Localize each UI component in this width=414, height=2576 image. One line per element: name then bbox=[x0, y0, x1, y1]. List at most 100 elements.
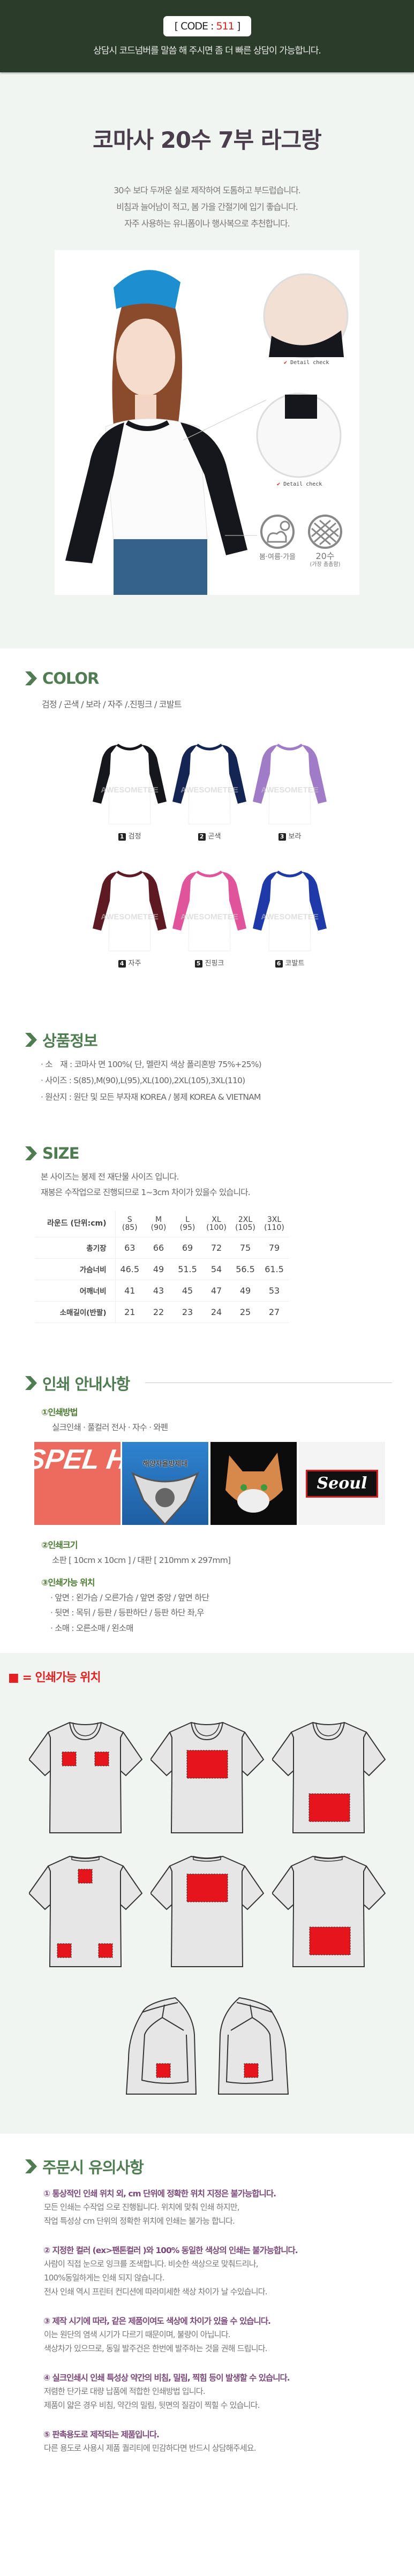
size-row-label: 어깨너비 bbox=[35, 1280, 116, 1302]
silk-print-sample: SPEL HA bbox=[34, 1442, 121, 1525]
notice-line: 색상차가 있으므로, 동일 발주건은 한번에 발주하는 것을 권해 드립니다. bbox=[44, 2344, 267, 2353]
color-label: 6 코발트 bbox=[250, 957, 330, 968]
svg-text:AWESOMETEE: AWESOMETEE bbox=[101, 785, 159, 795]
fabric-weave-icon bbox=[308, 515, 342, 549]
back-center-tee bbox=[149, 1855, 265, 1971]
page-title: 코마사 20수 7부 라그랑 bbox=[93, 127, 322, 153]
code-suffix: ] bbox=[234, 20, 240, 32]
print-method-text: 실크인쇄 · 풀컬러 전사 · 자수 · 와펜 bbox=[52, 1423, 168, 1432]
size-name: 2XL bbox=[238, 1215, 253, 1224]
size-value: 49 bbox=[144, 1258, 173, 1280]
model-photo: ✔ Detail check ✔ Detail check 봄·여름·가을 20… bbox=[55, 250, 359, 595]
size-name: S bbox=[127, 1215, 132, 1224]
print-method-title: ①인쇄방법 bbox=[41, 1407, 78, 1417]
notice-line: 작업 특성상 cm 단위의 정확한 위치에 인쇄는 불가능 합니다. bbox=[44, 2216, 235, 2226]
model-illustration bbox=[65, 270, 349, 595]
yarn-note: (가장 촘촘함) bbox=[310, 562, 341, 568]
season-label: 봄·여름·가을 bbox=[259, 553, 296, 561]
size-value: 51.5 bbox=[173, 1258, 202, 1280]
notice-line: 저렴한 단가로 대량 납품에 적합한 인쇄방법 입니다. bbox=[44, 2386, 206, 2396]
print-size-title: ②인쇄크기 bbox=[41, 1540, 78, 1550]
info-sizes: · 사이즈 : S(85),M(90),L(95),XL(100),2XL(10… bbox=[41, 1076, 245, 1085]
notice-title: ④ 실크인쇄시 인쇄 특성상 약간의 비침, 밀림, 찍힘 등이 발생할 수 있… bbox=[43, 2373, 290, 2383]
size-row-label: 총기장 bbox=[35, 1237, 116, 1259]
size-value: 25 bbox=[231, 1301, 260, 1323]
size-row: 가슴너비 46.5 49 51.5 54 56.5 61.5 bbox=[35, 1258, 289, 1280]
color-number-badge: 3 bbox=[278, 833, 286, 841]
size-value: 24 bbox=[202, 1301, 231, 1323]
color-swatch-2: AWESOMETEE 2 곤색 bbox=[169, 742, 250, 841]
color-number-badge: 6 bbox=[275, 960, 283, 968]
raglan-shirt-image: AWESOMETEE bbox=[172, 870, 246, 951]
color-number-badge: 1 bbox=[118, 833, 126, 841]
raglan-shirt-image: AWESOMETEE bbox=[172, 743, 246, 825]
color-name: 검정 bbox=[128, 833, 141, 841]
size-value: 43 bbox=[144, 1280, 173, 1302]
color-name: 자주 bbox=[128, 960, 141, 968]
product-code-badge: [ CODE : 511 ] bbox=[163, 16, 251, 36]
notice-title: ② 지정한 컬러 (ex>팬톤컬러 )와 100% 동일한 색상의 인쇄는 불가… bbox=[43, 2246, 298, 2255]
color-label: 4 자주 bbox=[89, 957, 170, 968]
raglan-shirt-image: AWESOMETEE bbox=[253, 743, 327, 825]
raglan-shirt-image: AWESOMETEE bbox=[93, 870, 167, 951]
size-column-header: 2XL (105) bbox=[231, 1211, 260, 1237]
print-area-mark bbox=[186, 1750, 228, 1779]
notice-line: 100%동일하게는 인쇄 되지 않습니다. bbox=[44, 2273, 164, 2283]
size-value: 45 bbox=[173, 1280, 202, 1302]
size-value: 27 bbox=[260, 1301, 289, 1323]
notice-line: 제품이 얇은 경우 비침, 약간의 밀림, 뒷면의 질감이 찍힐 수 있습니다. bbox=[44, 2400, 260, 2410]
color-label: 2 곤색 bbox=[169, 830, 250, 841]
raglan-shirt-image: AWESOMETEE bbox=[253, 870, 327, 951]
color-heading: COLOR bbox=[25, 669, 99, 688]
size-chest: (95) bbox=[179, 1223, 195, 1232]
print-area-mark bbox=[62, 1751, 77, 1766]
size-value: 63 bbox=[115, 1237, 144, 1259]
detail-check-label: ✔ Detail check bbox=[284, 360, 329, 366]
chevron-right-icon bbox=[25, 671, 37, 685]
front-chest-tee bbox=[28, 1721, 143, 1837]
color-swatch-4: AWESOMETEE 4 자주 bbox=[89, 868, 170, 968]
size-value: 41 bbox=[115, 1280, 144, 1302]
notice-line: 사람이 직접 눈으로 잉크를 조색합니다. 비슷한 색상으로 맞춰드리나, bbox=[44, 2259, 259, 2269]
size-value: 22 bbox=[144, 1301, 173, 1323]
size-column-header: M (90) bbox=[144, 1211, 173, 1237]
size-value: 66 bbox=[144, 1237, 173, 1259]
notice-title: ① 통상적인 인쇄 위치 외, cm 단위에 정확한 위치 지정은 불가능합니다… bbox=[43, 2189, 276, 2199]
size-value: 46.5 bbox=[115, 1258, 144, 1280]
notice-line: 다른 용도로 사용시 제품 퀄리티에 민감하다면 반드시 상담해주세요. bbox=[44, 2443, 257, 2453]
position-line: · 앞면 : 왼가슴 / 오른가슴 / 앞면 중앙 / 앞면 하단 bbox=[50, 1593, 209, 1603]
position-line: · 뒷면 : 목뒤 / 등판 / 등판하단 / 등판 하단 좌,우 bbox=[50, 1608, 205, 1618]
color-number-badge: 2 bbox=[198, 833, 206, 841]
color-swatch-3: AWESOMETEE 3 보라 bbox=[250, 742, 330, 841]
size-value: 23 bbox=[173, 1301, 202, 1323]
notice-line: 모든 인쇄는 수작업 으로 진행됩니다. 위치에 맞춰 인쇄 하지만, bbox=[44, 2202, 239, 2212]
raglan-shirt-image: AWESOMETEE bbox=[93, 743, 167, 825]
size-row: 총기장 63 66 69 72 75 79 bbox=[35, 1237, 289, 1259]
description-line: 자주 사용하는 유니폼이나 행사복으로 추천합니다. bbox=[124, 218, 290, 229]
print-size-text: 소판 [ 10cm x 10cm ] / 대판 [ 210mm x 297mm] bbox=[52, 1555, 231, 1565]
position-line: · 소매 : 오른소매 / 왼소매 bbox=[50, 1623, 134, 1633]
code-prefix: [ CODE : bbox=[174, 20, 216, 32]
color-name: 보라 bbox=[288, 833, 302, 841]
size-column-header: S (85) bbox=[115, 1211, 144, 1237]
size-name: 3XL bbox=[267, 1215, 282, 1224]
size-chest: (100) bbox=[206, 1223, 227, 1232]
size-value: 75 bbox=[231, 1237, 260, 1259]
print-position-title: ③인쇄가능 위치 bbox=[41, 1577, 95, 1588]
notice-title: ③ 제작 시기에 따라, 같은 제품이여도 색상에 차이가 있을 수 있습니다. bbox=[43, 2316, 271, 2326]
front-center-tee bbox=[149, 1721, 265, 1837]
svg-text:AWESOMETEE: AWESOMETEE bbox=[180, 785, 238, 795]
size-heading: SIZE bbox=[25, 1144, 80, 1162]
code-number: 511 bbox=[216, 20, 235, 32]
color-number-badge: 4 bbox=[118, 960, 126, 968]
size-chest: (110) bbox=[264, 1223, 284, 1232]
print-area-mark bbox=[94, 1751, 109, 1766]
size-name: L bbox=[185, 1215, 190, 1224]
svg-text:AWESOMETEE: AWESOMETEE bbox=[101, 912, 159, 921]
color-number-badge: 5 bbox=[194, 960, 202, 968]
print-area-mark bbox=[309, 1927, 351, 1955]
season-icon bbox=[260, 515, 295, 549]
red-square-icon: ■ bbox=[8, 1671, 19, 1684]
size-chest: (105) bbox=[235, 1223, 255, 1232]
detail-check-label: ✔ Detail check bbox=[277, 481, 322, 487]
